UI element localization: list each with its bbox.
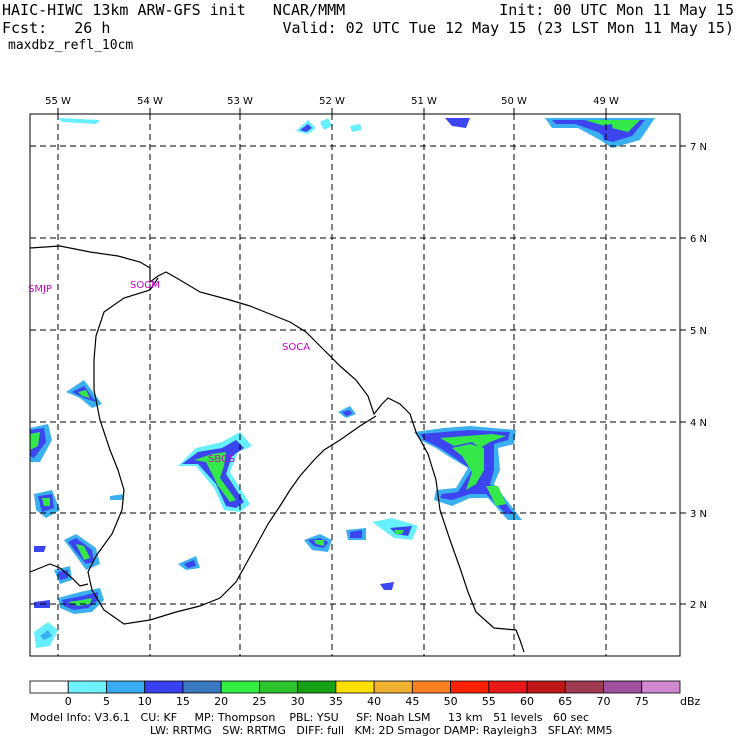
colorbar-tick-label: 5 xyxy=(103,695,110,708)
colorbar-swatch xyxy=(297,680,337,694)
model-info-line1: Model Info: V3.6.1 CU: KF MP: Thompson P… xyxy=(30,711,590,724)
colorbar-swatch xyxy=(29,680,69,694)
echo-w-1-green xyxy=(78,390,90,398)
echo-sw-6-core xyxy=(40,630,52,640)
colorbar-swatch xyxy=(564,680,604,694)
lon-label-51w: 51 W xyxy=(411,96,437,107)
colorbar-tick-label: 10 xyxy=(138,695,152,708)
colorbar-swatch xyxy=(144,680,184,694)
colorbar-swatch xyxy=(603,680,643,694)
lat-label-2n: 2 N xyxy=(690,600,707,611)
lat-label-3n: 3 N xyxy=(690,509,707,520)
echo-soca-small-core xyxy=(342,410,352,416)
colorbar-tick-label: 0 xyxy=(65,695,72,708)
colorbar-tick-label: 40 xyxy=(367,695,381,708)
lon-label-53w: 53 W xyxy=(227,96,253,107)
field-name: maxdbz_refl_10cm xyxy=(8,38,134,53)
colorbar-tick-label: 55 xyxy=(482,695,496,708)
colorbar-swatch xyxy=(373,680,413,694)
colorbar-tick-label: 15 xyxy=(176,695,190,708)
echo-s-1-green xyxy=(314,540,324,546)
colorbar-swatch xyxy=(450,680,490,694)
colorbar-tick-label: 65 xyxy=(558,695,572,708)
model-info-line2: LW: RRTMG SW: RRTMG DIFF: full KM: 2D Sm… xyxy=(150,724,613,737)
map-frame xyxy=(29,113,681,657)
echo-e-green-2 xyxy=(452,444,484,490)
forecast-hour: Fcst: 26 h xyxy=(2,19,111,37)
lat-label-6n: 6 N xyxy=(690,234,707,245)
colorbar-tick-label: 35 xyxy=(329,695,343,708)
colorbar-tick-label: 45 xyxy=(405,695,419,708)
init-time: Init: 00 UTC Mon 11 May 15 xyxy=(499,1,734,19)
colorbar-swatch xyxy=(335,680,375,694)
echo-sw-2-green xyxy=(76,544,90,560)
colorbar-swatch xyxy=(67,680,107,694)
echo-e-green-1 xyxy=(440,434,506,448)
echo-w-4 xyxy=(110,494,124,500)
colorbar-tick-label: 75 xyxy=(635,695,649,708)
lon-label-49w: 49 W xyxy=(593,96,619,107)
lon-label-50w: 50 W xyxy=(501,96,527,107)
lon-label-55w: 55 W xyxy=(45,96,71,107)
lat-label-5n: 5 N xyxy=(690,326,707,337)
echo-top-55w xyxy=(58,118,100,124)
echo-top-52w-core xyxy=(300,124,312,132)
colorbar-tick-label: 70 xyxy=(597,695,611,708)
valid-time: Valid: 02 UTC Tue 12 May 15 (23 LST Mon … xyxy=(282,19,734,37)
echo-s-3-green xyxy=(394,530,404,534)
lon-label-52w: 52 W xyxy=(319,96,345,107)
echo-top-52w-c xyxy=(350,124,362,132)
border-guyane-brazil xyxy=(87,277,377,625)
echo-top-51w xyxy=(445,118,470,128)
colorbar-swatch xyxy=(182,680,222,694)
echo-sbos-green xyxy=(194,452,236,502)
station-smjp: SMJP xyxy=(28,284,52,295)
model-title: HAIC-HIWC 13km ARW-GFS init NCAR/MMM xyxy=(2,1,346,19)
colorbar-swatch xyxy=(641,680,681,694)
colorbar-swatch xyxy=(106,680,146,694)
colorbar-swatch xyxy=(220,680,260,694)
station-sbos: SBOS xyxy=(208,454,235,465)
reflectivity-echoes xyxy=(30,118,655,648)
echo-sw-1 xyxy=(34,546,46,552)
echo-s-4 xyxy=(380,582,394,590)
colorbar-tick-label: 25 xyxy=(252,695,266,708)
station-soca: SOCA xyxy=(282,342,310,353)
echo-w-2-green xyxy=(30,432,40,450)
station-socm: SOCM xyxy=(130,280,160,291)
colorbar-tick-label: 50 xyxy=(444,695,458,708)
echo-e-green-3 xyxy=(486,486,506,506)
colorbar-tick-label: 30 xyxy=(291,695,305,708)
colorbar-swatch xyxy=(526,680,566,694)
lat-label-4n: 4 N xyxy=(690,418,707,429)
colorbar-unit: dBz xyxy=(680,695,701,708)
echo-top-49w-core xyxy=(600,124,614,142)
colorbar-tick-label: 60 xyxy=(520,695,534,708)
echo-w-3-green xyxy=(42,498,50,506)
colorbar-swatch xyxy=(411,680,451,694)
lat-label-7n: 7 N xyxy=(690,142,707,153)
coastline xyxy=(29,245,525,653)
echo-interior-1-core xyxy=(184,560,196,568)
echo-s-2-core xyxy=(350,530,362,538)
colorbar-tick-label: 20 xyxy=(214,695,228,708)
colorbar-swatch xyxy=(259,680,299,694)
echo-top-49w-green xyxy=(585,120,640,132)
echo-top-52w-b xyxy=(320,118,332,130)
colorbar xyxy=(29,680,681,694)
colorbar-swatch xyxy=(488,680,528,694)
border-suriname-sw xyxy=(29,563,89,587)
lon-label-54w: 54 W xyxy=(137,96,163,107)
